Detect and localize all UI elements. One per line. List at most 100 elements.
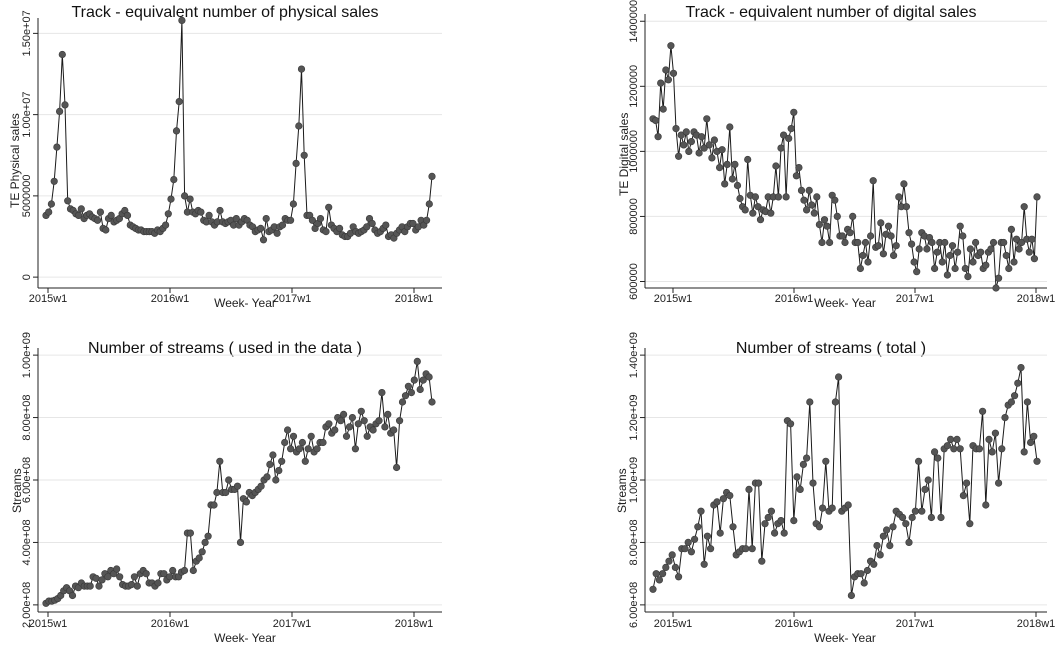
y-tick-label: 1.00e+07 (21, 92, 33, 138)
data-point (357, 407, 365, 415)
data-point (883, 526, 891, 534)
y-tick-label: 1.00e+09 (628, 457, 640, 503)
data-point (1033, 457, 1041, 465)
chart-title: Track - equivalent number of digital sal… (685, 4, 977, 21)
data-point (772, 162, 780, 170)
data-point (1014, 379, 1022, 387)
data-point (77, 205, 85, 213)
y-tick-label: 2.00e+08 (21, 582, 33, 628)
data-point (393, 463, 401, 472)
chart-title: Number of streams ( total ) (735, 340, 927, 357)
data-point (715, 164, 724, 172)
data-point (322, 228, 330, 236)
y-tick-label: 4.00e+08 (21, 519, 33, 565)
x-axis-label: Week- Year (214, 631, 276, 645)
data-point (1017, 363, 1025, 372)
data-point (266, 460, 274, 468)
plot-area: 6.00e+08 8.00e+08 1.00e+09 1.20e+09 1.40e+09… (628, 332, 1055, 630)
x-axis-label: Week- Year (214, 296, 276, 310)
data-point (808, 201, 816, 209)
data-point (877, 219, 885, 227)
chart-title: Number of streams ( used in the data ) (88, 340, 362, 357)
data-point (921, 485, 929, 493)
data-point (899, 513, 907, 522)
y-tick-label: 8.00e+08 (628, 519, 640, 565)
data-point (98, 576, 106, 584)
data-point (908, 240, 916, 248)
data-point (755, 479, 763, 487)
data-point (304, 445, 312, 453)
y-tick-label: 5000000 (21, 174, 33, 217)
data-point (195, 554, 203, 562)
data-point (272, 476, 280, 484)
data-point (910, 258, 918, 266)
x-tick-label: 2016w1 (151, 293, 190, 305)
data-point (685, 147, 693, 155)
data-point (764, 513, 772, 522)
data-point (180, 566, 189, 575)
data-point (905, 229, 913, 237)
data-point (348, 413, 357, 422)
data-point (363, 432, 371, 440)
data-point (703, 532, 711, 540)
data-point (130, 573, 138, 581)
data-point (378, 388, 386, 397)
data-point (782, 193, 790, 201)
data-point (284, 426, 292, 434)
data-point (790, 517, 798, 525)
data-point (419, 376, 427, 384)
data-point (756, 216, 765, 224)
data-point (345, 423, 354, 431)
data-point (425, 373, 433, 381)
data-point (186, 529, 194, 537)
data-point (902, 203, 911, 211)
y-tick-label: 1.50e+07 (21, 10, 33, 56)
streams-used-chart: Number of streams ( used in the data ) S… (0, 330, 450, 648)
data-point (749, 209, 757, 217)
data-point (423, 216, 431, 224)
data-point (879, 250, 888, 258)
data-point (1027, 438, 1035, 447)
data-point (186, 195, 194, 203)
data-point (793, 473, 801, 481)
data-point (1001, 413, 1009, 422)
data-point (1028, 235, 1036, 243)
x-tick-label: 2016w1 (775, 618, 814, 630)
data-point (1002, 251, 1010, 260)
data-point (363, 223, 371, 231)
data-point (915, 457, 923, 465)
data-point (95, 582, 103, 590)
data-point (390, 426, 398, 434)
data-point (799, 460, 807, 468)
data-point (751, 193, 759, 201)
data-point (895, 193, 903, 201)
data-point (742, 545, 750, 553)
data-point (870, 560, 878, 568)
data-point (879, 532, 888, 540)
data-point (741, 206, 749, 214)
data-point (805, 186, 813, 194)
data-point (831, 398, 839, 406)
data-point (697, 507, 705, 515)
data-point (721, 180, 729, 188)
data-point (336, 224, 344, 232)
data-point (695, 149, 703, 157)
data-point (181, 192, 189, 200)
data-point (977, 248, 985, 256)
data-point (995, 479, 1003, 487)
data-point (736, 194, 744, 203)
data-point (856, 264, 864, 273)
data-point (828, 504, 836, 512)
data-point (672, 125, 680, 133)
data-point (307, 432, 315, 440)
data-point (381, 423, 389, 431)
data-point (937, 513, 945, 522)
data-point (657, 79, 665, 87)
y-tick-label: 800000 (628, 198, 640, 235)
data-point (428, 398, 436, 406)
data-point (954, 248, 962, 256)
data-point (863, 566, 872, 575)
data-point (890, 251, 898, 260)
data-point (687, 138, 695, 146)
data-point (905, 538, 913, 546)
